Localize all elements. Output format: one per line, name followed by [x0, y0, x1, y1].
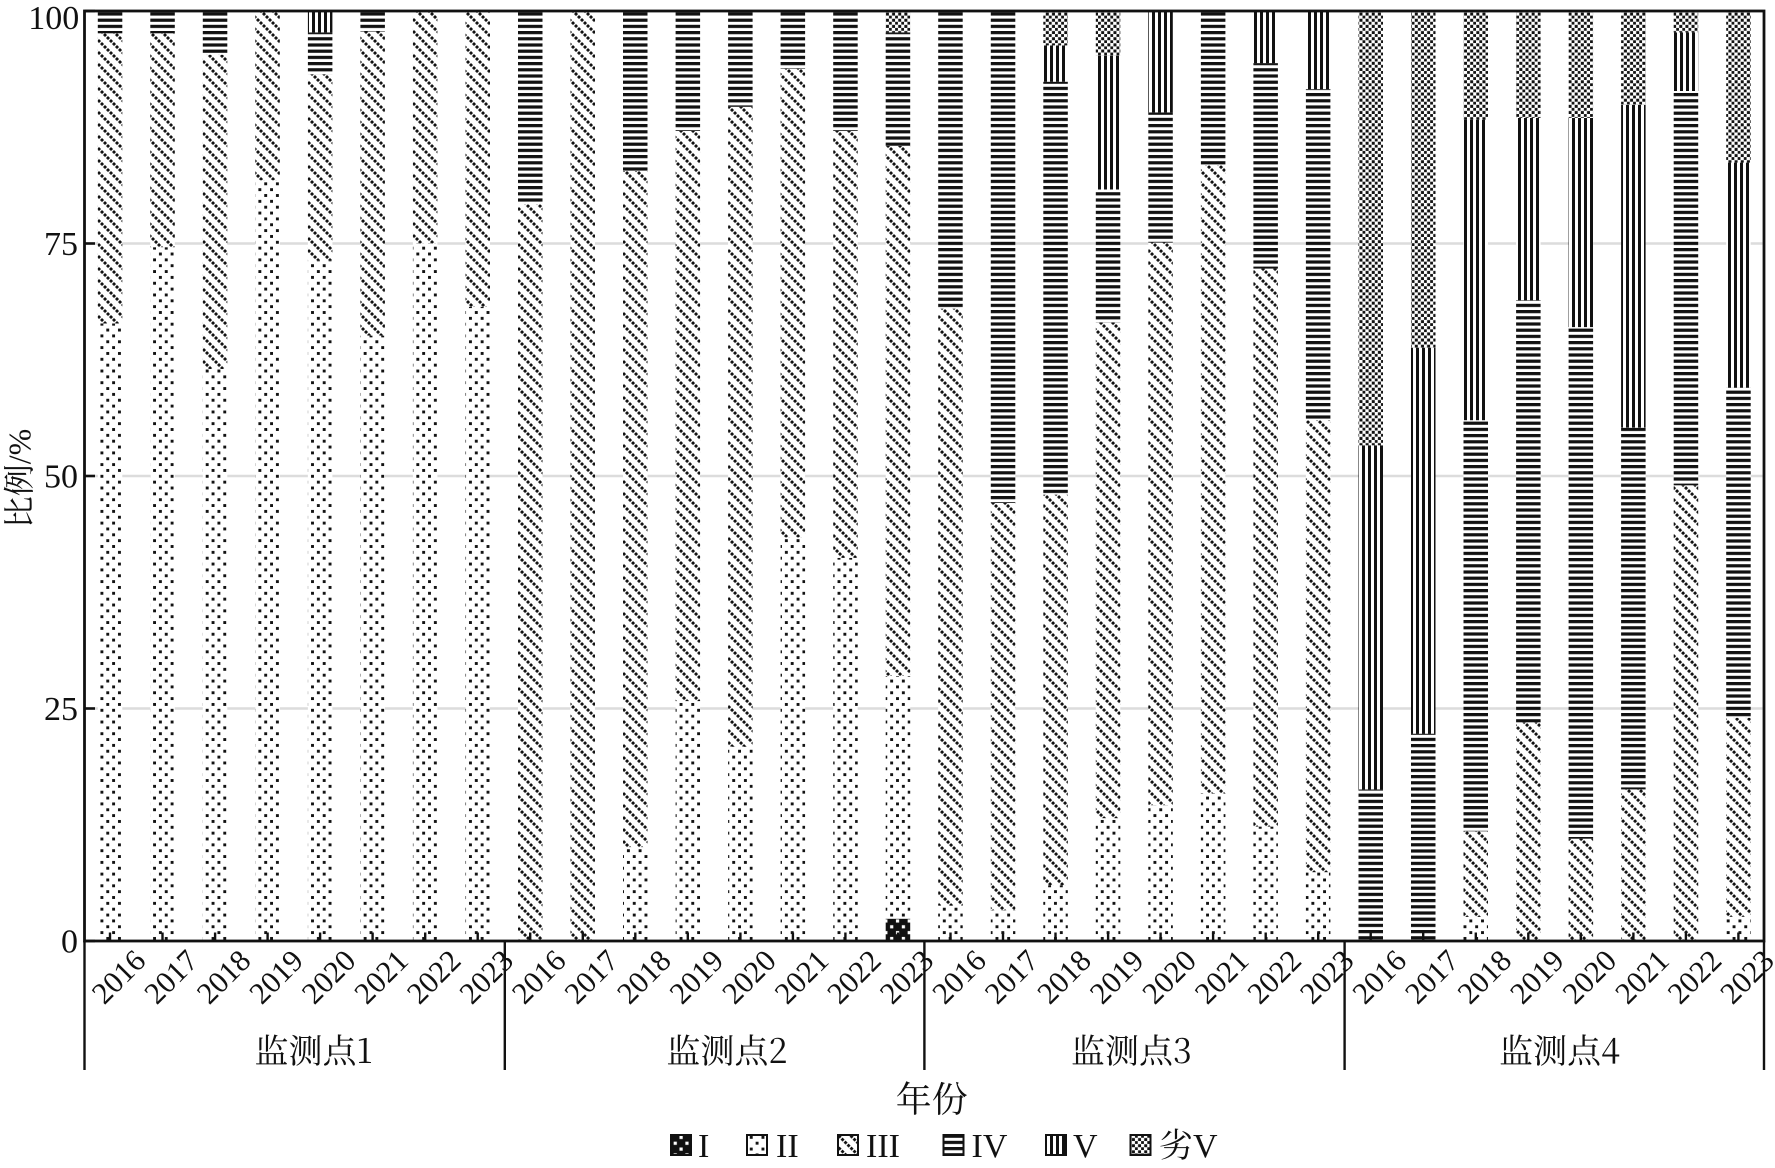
svg-text:/%: /%	[2, 429, 38, 465]
svg-text:V: V	[1193, 1128, 1218, 1165]
svg-text:II: II	[776, 1128, 799, 1165]
svg-text:50: 50	[44, 458, 78, 495]
svg-text:75: 75	[44, 226, 78, 263]
svg-text:0: 0	[61, 923, 78, 960]
svg-text:I: I	[698, 1128, 709, 1165]
svg-text:III: III	[866, 1128, 900, 1165]
svg-text:25: 25	[44, 691, 78, 728]
svg-text:V: V	[1073, 1128, 1098, 1165]
svg-text:IV: IV	[972, 1128, 1008, 1165]
svg-text:100: 100	[28, 0, 79, 37]
